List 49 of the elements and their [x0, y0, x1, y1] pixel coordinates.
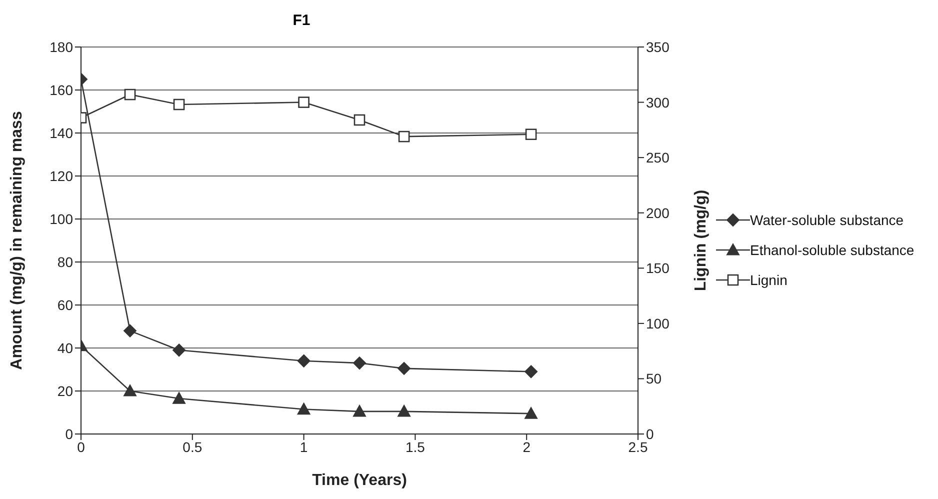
- point: [524, 407, 538, 419]
- x-tick-label: 2.5: [628, 438, 648, 455]
- y-tick-label: 40: [57, 340, 74, 356]
- point: [398, 130, 410, 142]
- point: [172, 392, 186, 404]
- y-tick-label: 60: [57, 296, 74, 313]
- point: [124, 324, 137, 338]
- y-tick-label: 120: [50, 168, 74, 184]
- y-tick-label: 0: [65, 426, 74, 442]
- y-tick-label: 140: [50, 124, 74, 141]
- legend-label: Lignin: [750, 270, 788, 290]
- y-tick-label: 80: [57, 254, 74, 270]
- y2-tick-label: 0: [646, 426, 654, 442]
- point: [124, 88, 136, 100]
- y2-tick-label: 50: [646, 370, 662, 387]
- y2-tick-label: 300: [646, 94, 670, 110]
- legend-label: Ethanol-soluble substance: [750, 240, 914, 260]
- point: [173, 98, 185, 110]
- point: [297, 402, 310, 415]
- x-tick-label: 1.5: [405, 438, 426, 455]
- point: [525, 128, 537, 140]
- y2-tick-label: 250: [646, 150, 670, 166]
- y2-tick-label: 150: [646, 260, 670, 276]
- y-tick-label: 180: [50, 38, 74, 55]
- y-tick-label: 160: [50, 82, 74, 98]
- point: [124, 384, 137, 396]
- y-tick-label: 20: [57, 382, 74, 399]
- x-tick-label: 0.5: [182, 438, 202, 455]
- y2-tick-label: 200: [646, 204, 670, 221]
- point: [524, 365, 538, 378]
- y-tick-label: 100: [50, 210, 74, 227]
- point: [172, 344, 186, 357]
- chart-title: F1: [292, 12, 312, 29]
- y2-tick-label: 350: [646, 38, 670, 55]
- point: [353, 356, 366, 370]
- point: [297, 354, 310, 368]
- x-tick-label: 2: [522, 438, 531, 455]
- x-tick-label: 0: [77, 438, 86, 455]
- x-tick-label: 1: [300, 438, 308, 455]
- y2-axis-title: Lignin (mg/g): [692, 190, 710, 292]
- point: [398, 404, 411, 417]
- legend-label: Water-soluble substance: [750, 210, 904, 230]
- point: [298, 96, 310, 108]
- point: [354, 114, 366, 126]
- x-axis-title: Time (Years): [312, 472, 407, 489]
- y-axis-title: Amount (mg/g) in remaining mass: [8, 111, 26, 370]
- y2-tick-label: 100: [646, 315, 670, 332]
- point: [398, 362, 411, 375]
- point: [353, 404, 366, 417]
